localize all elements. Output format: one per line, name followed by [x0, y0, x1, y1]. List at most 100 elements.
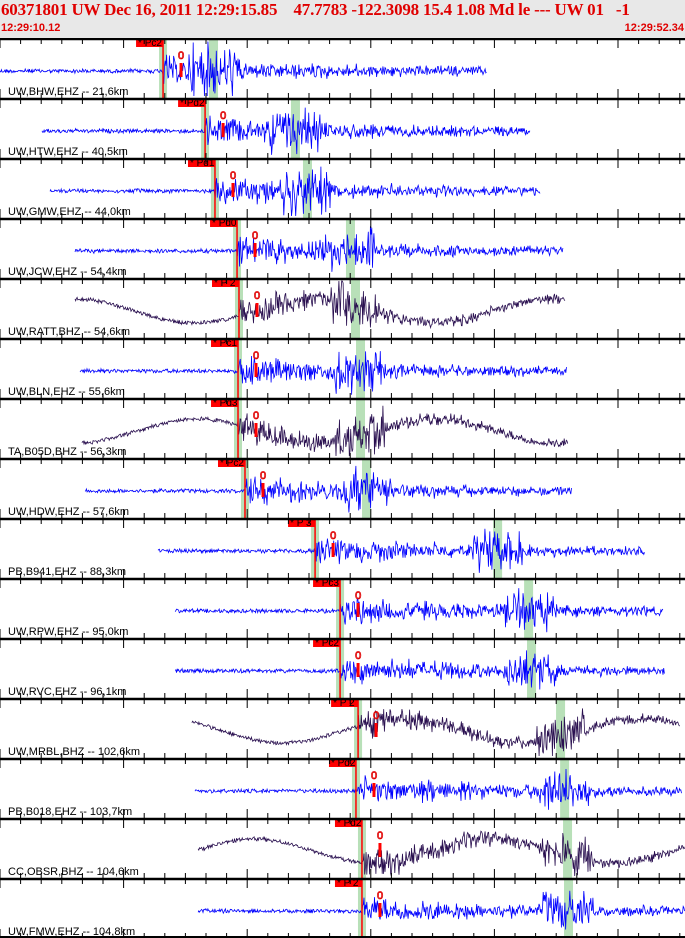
pick-flag	[328, 758, 356, 767]
pick-flag	[187, 158, 215, 167]
waveform	[74, 226, 564, 272]
amp-marker	[356, 663, 360, 677]
waveform	[49, 166, 541, 217]
amp-marker-label: 0	[253, 350, 259, 362]
station-label: TA,B05D,BHZ -- 56,3km	[8, 446, 126, 458]
station-label: UW,HDW,EHZ -- 57,6km	[8, 506, 129, 518]
trace-panel: * Pc1 0 UW,BLN,EHZ -- 55,6km	[0, 337, 685, 398]
start-time: 12:29:10.12	[1, 22, 61, 34]
s-window	[563, 820, 573, 878]
pick-flag	[211, 338, 239, 347]
s-window	[356, 400, 366, 458]
station-label: UW,RATT,BHZ -- 54,6km	[8, 326, 130, 338]
amp-marker	[231, 183, 235, 197]
s-window	[362, 460, 372, 518]
waveform	[79, 351, 567, 395]
event-title: 60371801 UW Dec 16, 2011 12:29:15.85 47.…	[1, 0, 630, 19]
amp-marker-label: 0	[230, 170, 236, 182]
pick-label: * Pc2	[315, 638, 339, 649]
pick-label: * P 3	[290, 518, 312, 529]
station-label: PB,B941,EHZ -- 88,3km	[8, 566, 126, 578]
trace-panel: * Pc2 0 UW,BHW,EHZ -- 21,6km	[0, 38, 685, 98]
amp-marker-label: 0	[373, 710, 379, 722]
station-label: UW,GMW,EHZ -- 44,0km	[8, 206, 131, 218]
trace-panel: * P 3 0 PB,B941,EHZ -- 88,3km	[0, 517, 685, 578]
pick-label: * Pd2	[180, 98, 205, 109]
station-label: CC,OBSR,BHZ -- 104,6km	[8, 866, 139, 878]
end-time: 12:29:52.34	[624, 22, 684, 34]
waveform	[197, 890, 685, 930]
amp-marker	[253, 243, 257, 257]
waveform	[174, 588, 664, 633]
amp-marker-label: 0	[355, 590, 361, 602]
waveform	[191, 708, 680, 757]
trace-panel: * Pc2 0 UW,HDW,EHZ -- 57,6km	[0, 457, 685, 518]
pick-label: * Pc2	[220, 458, 244, 469]
station-label: UW,RVC,EHZ -- 96,1km	[8, 686, 126, 698]
waveform	[174, 650, 665, 690]
s-window	[527, 640, 537, 698]
amp-marker	[261, 483, 265, 497]
amp-marker-label: 0	[254, 290, 260, 302]
trace-panel: * Pc2 0 UW,RVC,EHZ -- 96,1km	[0, 637, 685, 698]
amp-marker	[356, 603, 360, 617]
amp-marker-label: 0	[253, 410, 259, 422]
amp-marker	[179, 63, 183, 77]
waveform	[157, 528, 645, 573]
waveform	[74, 280, 566, 330]
trace-panel: * Pd3 0 TA,B05D,BHZ -- 56,3km	[0, 397, 685, 458]
amp-marker	[254, 363, 258, 377]
amp-marker-label: 0	[260, 470, 266, 482]
pick-flag	[334, 818, 362, 827]
station-label: UW,MRBL,BHZ -- 102,6km	[8, 746, 140, 758]
waveform	[0, 41, 487, 97]
waveform	[81, 405, 569, 457]
amp-marker	[221, 123, 225, 137]
pick-flag	[178, 98, 206, 107]
amp-marker	[372, 783, 376, 797]
amp-marker-label: 0	[330, 530, 336, 542]
amp-marker	[378, 843, 382, 857]
station-label: UW,RPW,EHZ -- 95,0km	[8, 626, 128, 638]
station-label: UW,BLN,EHZ -- 55,6km	[8, 386, 125, 398]
trace-panel: * P 2 0 UW,MRBL,BHZ -- 102,6km	[0, 697, 685, 758]
seismogram-plot: * Pc2 0 UW,BHW,EHZ -- 21,6km * Pd2 0 UW,HTW,E…	[0, 38, 685, 938]
pick-flag	[288, 518, 316, 527]
trace-panel: * Pd2 0 PB,B018,EHZ -- 103,7km	[0, 757, 685, 818]
pick-flag	[313, 638, 341, 647]
amp-marker-label: 0	[355, 650, 361, 662]
pick-flag	[313, 578, 341, 587]
waveform	[84, 465, 572, 513]
station-label: UW,BHW,EHZ -- 21,6km	[8, 86, 128, 98]
amp-marker	[374, 723, 378, 737]
amp-marker	[378, 903, 382, 917]
amp-marker-label: 0	[178, 50, 184, 62]
s-window	[524, 580, 534, 638]
pick-flag	[211, 398, 239, 407]
amp-marker-label: 0	[220, 110, 226, 122]
trace-panel: * Pd2 0 CC,OBSR,BHZ -- 104,6km	[0, 817, 685, 878]
pick-label: * Pc1	[213, 338, 237, 349]
amp-marker-label: 0	[371, 770, 377, 782]
pick-label: * P 2	[333, 698, 355, 709]
trace-panel: * Pd1 0 UW,GMW,EHZ -- 44,0km	[0, 157, 685, 218]
station-label: PB,B018,EHZ -- 103,7km	[8, 806, 132, 818]
waveform	[197, 830, 685, 877]
s-window	[290, 100, 300, 158]
header-bar: 60371801 UW Dec 16, 2011 12:29:15.85 47.…	[0, 0, 685, 38]
station-label: UW,HTW,EHZ -- 40,5km	[8, 146, 128, 158]
pick-label: * Pd2	[337, 818, 362, 829]
amp-marker	[255, 303, 259, 317]
station-label: UW,JCW,EHZ -- 54,4km	[8, 266, 127, 278]
trace-panel: * P 2 0 UW,RATT,BHZ -- 54,6km	[0, 277, 685, 338]
pick-label: * Pc3	[315, 578, 339, 589]
s-window	[356, 340, 366, 398]
pick-flag	[334, 878, 362, 887]
waveform	[41, 107, 531, 155]
trace-panel: * Pd0 0 UW,JCW,EHZ -- 54,4km	[0, 217, 685, 278]
pick-flag	[136, 38, 164, 47]
pick-flag	[217, 458, 245, 467]
pick-label: * Pd2	[331, 758, 356, 769]
pick-label: * Pd3	[213, 398, 238, 409]
